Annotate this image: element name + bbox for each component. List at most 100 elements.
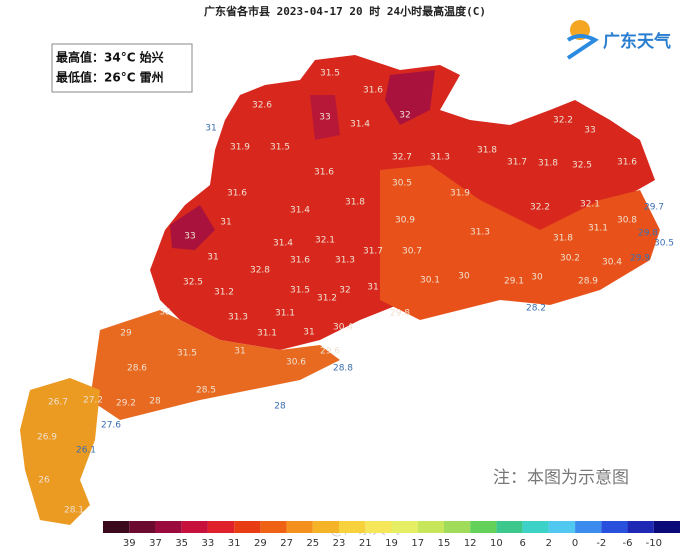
scale-label: 12 bbox=[464, 538, 477, 549]
temp-label: 30 bbox=[458, 272, 470, 282]
temp-label: 30.1 bbox=[420, 276, 440, 286]
temp-label: 28 bbox=[149, 397, 161, 407]
map-title: 广东省各市县 2023-04-17 20 时 24小时最高温度(C) bbox=[204, 4, 486, 18]
temp-label: 31.2 bbox=[317, 294, 337, 304]
temp-label: 29.2 bbox=[116, 399, 136, 409]
temp-label: 33 bbox=[184, 232, 195, 242]
scale-swatch bbox=[129, 521, 156, 533]
scale-label: 33 bbox=[202, 538, 215, 549]
temp-label: 28.1 bbox=[64, 506, 84, 516]
temp-label: 31.3 bbox=[228, 313, 248, 323]
temp-label: 30.4 bbox=[602, 258, 622, 268]
temp-label: 31 bbox=[220, 218, 231, 228]
temp-label: 30.4 bbox=[333, 323, 353, 333]
temp-label: 30.5 bbox=[392, 179, 412, 189]
temp-label: 31 bbox=[234, 347, 245, 357]
temp-label: 29.7 bbox=[644, 203, 664, 213]
max-info: 最高值：34°C 始兴 bbox=[56, 50, 164, 65]
temp-label: 31 bbox=[205, 124, 216, 134]
temp-label: 30.5 bbox=[654, 239, 674, 249]
temp-label: 31 bbox=[367, 283, 378, 293]
scale-swatch bbox=[575, 521, 602, 533]
region-south bbox=[90, 310, 340, 420]
temp-label: 32.8 bbox=[250, 266, 270, 276]
temp-label: 31.6 bbox=[314, 168, 334, 178]
temp-label: 31.7 bbox=[363, 247, 383, 257]
temp-label: 31.7 bbox=[507, 158, 527, 168]
logo-wave bbox=[566, 34, 599, 60]
temp-label: 30.8 bbox=[617, 216, 637, 226]
temp-label: 30 bbox=[531, 273, 543, 283]
temp-label: 31.4 bbox=[350, 120, 370, 130]
temp-label: 26.7 bbox=[48, 398, 68, 408]
temp-label: 31.3 bbox=[430, 153, 450, 163]
temp-label: 26 bbox=[38, 476, 50, 486]
temp-label: 28.6 bbox=[127, 364, 147, 374]
scale-label: 29 bbox=[254, 538, 267, 549]
temp-label: 31.6 bbox=[363, 86, 383, 96]
temp-label: 32.5 bbox=[572, 161, 592, 171]
temp-label: 31.2 bbox=[214, 288, 234, 298]
scale-swatch bbox=[417, 521, 444, 533]
temp-label: 29.1 bbox=[504, 277, 524, 287]
map-labels: 31.5 31.6 32.6 33 31.4 32 31 32.2 33 31.9 31.5 32.7… bbox=[37, 69, 674, 516]
scale-swatch bbox=[601, 521, 628, 533]
temp-label: 31.6 bbox=[227, 189, 247, 199]
temp-label: 32.2 bbox=[530, 203, 550, 213]
scale-label: 2 bbox=[546, 538, 552, 549]
temp-label: 28.5 bbox=[196, 386, 216, 396]
temp-label: 31.5 bbox=[177, 349, 197, 359]
scale-swatch bbox=[443, 521, 471, 533]
hot-spot-west bbox=[170, 205, 215, 250]
temp-label: 31.4 bbox=[290, 206, 310, 216]
scale-label: 25 bbox=[306, 538, 319, 549]
temp-label: 32.5 bbox=[183, 278, 203, 288]
scale-swatch bbox=[234, 521, 261, 533]
temp-label: 32 bbox=[159, 308, 170, 318]
temp-label: 33 bbox=[319, 113, 330, 123]
temp-label: 29.8 bbox=[638, 229, 658, 239]
temp-label: 32.1 bbox=[580, 200, 600, 210]
scale-swatch bbox=[103, 521, 130, 533]
color-scale: 39 37 35 33 31 29 27 25 23 21 19 17 15 12 10 6 2 0 -2 -6 -10 bbox=[103, 521, 680, 549]
scale-swatch bbox=[496, 521, 523, 533]
temp-label: 29.8 bbox=[390, 309, 410, 319]
temp-label: 29 bbox=[120, 329, 132, 339]
temp-label: 31 bbox=[207, 253, 218, 263]
info-box bbox=[51, 43, 193, 93]
scale-swatch bbox=[627, 521, 654, 533]
scale-label: 23 bbox=[333, 538, 346, 549]
temp-label: 33 bbox=[584, 126, 595, 136]
temp-label: 31.5 bbox=[320, 69, 340, 79]
temp-label: 31.8 bbox=[345, 198, 365, 208]
scale-swatch bbox=[286, 521, 313, 533]
scale-label: 19 bbox=[385, 538, 398, 549]
scale-swatch bbox=[181, 521, 208, 533]
temp-label: 27.6 bbox=[101, 421, 121, 431]
temp-label: 31.5 bbox=[290, 286, 310, 296]
scale-label: 31 bbox=[228, 538, 241, 549]
scale-label: 37 bbox=[149, 538, 162, 549]
scale-label: -2 bbox=[596, 538, 606, 549]
scale-swatch bbox=[155, 521, 182, 533]
temp-label: 32.2 bbox=[553, 116, 573, 126]
temp-label: 26.9 bbox=[37, 433, 57, 443]
scale-label: 27 bbox=[280, 538, 293, 549]
scale-swatch bbox=[207, 521, 235, 533]
scale-label: 0 bbox=[572, 538, 578, 549]
temp-label: 29.9 bbox=[630, 254, 650, 264]
hot-spot-north bbox=[385, 70, 435, 125]
scale-swatch bbox=[470, 521, 497, 533]
scale-label: 10 bbox=[490, 538, 503, 549]
temp-label: 28 bbox=[274, 402, 286, 412]
temp-label: 30.7 bbox=[402, 247, 422, 257]
temp-label: 28.9 bbox=[578, 277, 598, 287]
temp-label: 30.9 bbox=[395, 216, 415, 226]
min-info: 最低值：26°C 雷州 bbox=[56, 70, 164, 85]
temp-label: 31.6 bbox=[617, 158, 637, 168]
temp-label: 32.6 bbox=[252, 101, 272, 111]
scale-label: 39 bbox=[123, 538, 136, 549]
scale-swatch bbox=[339, 521, 366, 533]
temp-label: 32.1 bbox=[315, 236, 335, 246]
